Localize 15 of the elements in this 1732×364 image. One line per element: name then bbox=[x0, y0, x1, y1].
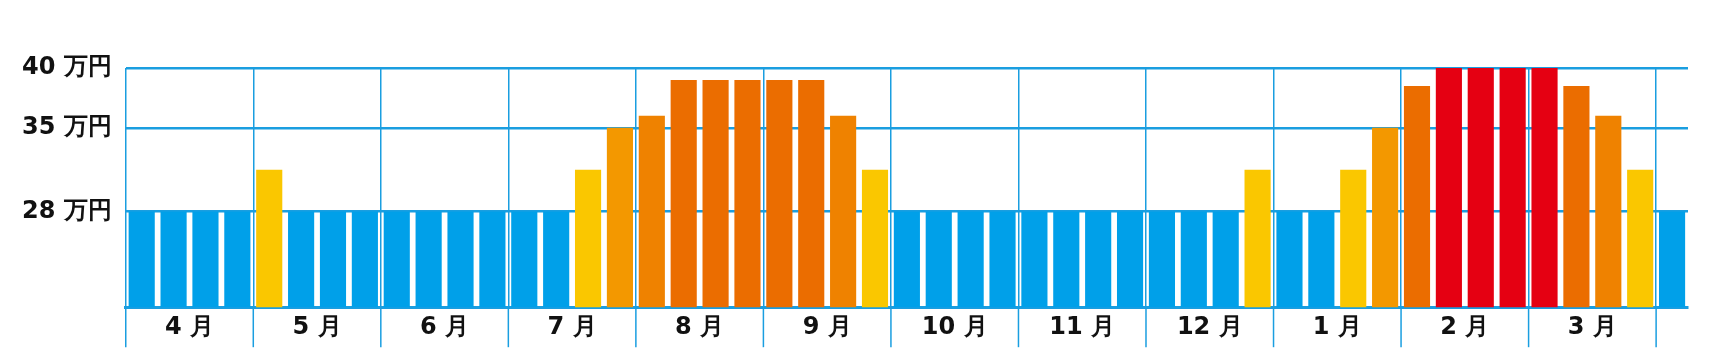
x-tick-label: 7 月 bbox=[547, 311, 597, 340]
x-tick-label: 10 月 bbox=[921, 311, 988, 340]
x-tick-label: 4 月 bbox=[164, 311, 215, 340]
x-tick-label: 8 月 bbox=[675, 311, 725, 340]
x-tick-label: 12 月 bbox=[1176, 311, 1243, 340]
y-tick-label: 40 万円 bbox=[21, 52, 112, 81]
x-tick-label: 5 月 bbox=[292, 311, 342, 340]
x-tick-label: 2 月 bbox=[1440, 311, 1490, 340]
y-tick-label: 35 万円 bbox=[21, 112, 112, 141]
x-tick-label: 11 月 bbox=[1049, 311, 1116, 340]
x-tick-label: 1 月 bbox=[1312, 311, 1362, 340]
y-tick-label: 28 万円 bbox=[21, 195, 112, 224]
x-tick-label: 6 月 bbox=[420, 311, 470, 340]
x-tick-label: 3 月 bbox=[1567, 311, 1617, 340]
x-tick-label: 9 月 bbox=[802, 311, 852, 340]
